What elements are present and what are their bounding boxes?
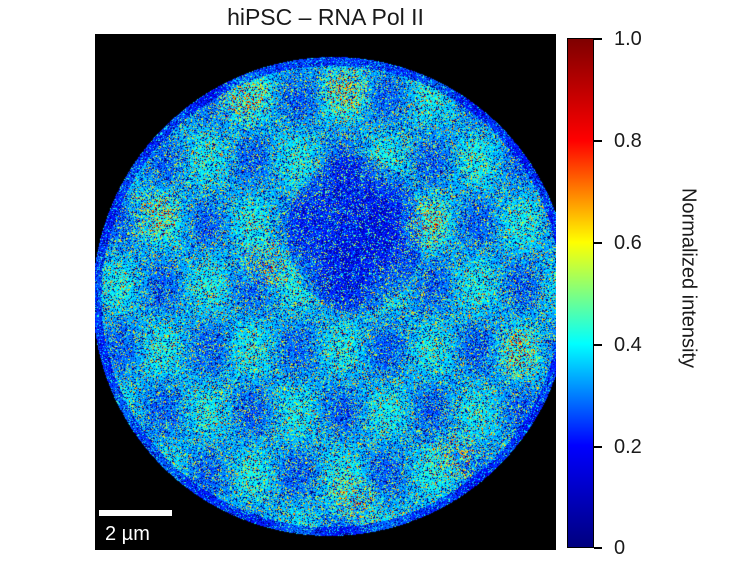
colorbar-tick-label: 0.2 [614,436,642,458]
colorbar-tick [594,547,602,549]
colorbar-tick [594,140,602,142]
colorbar-tick-label: 0.4 [614,334,642,356]
scale-bar-label: 2 µm [105,523,150,545]
colorbar-tick [594,446,602,448]
colorbar-tick-label: 0.8 [614,130,642,152]
colorbar-tick-label: 1.0 [614,28,642,50]
colorbar-tick-label: 0.6 [614,232,642,254]
figure-title: hiPSC – RNA Pol II [227,4,424,30]
colorbar-label: Normalized intensity [677,187,700,369]
microscopy-image: 2 µm [95,34,556,550]
colorbar-tick-label: 0 [614,537,626,559]
colorbar-tick [594,242,602,244]
nucleus-intensity-map [95,34,556,550]
colorbar-tick [594,344,602,346]
colorbar-tick [594,38,602,40]
colorbar [567,38,594,548]
scale-bar [99,510,172,516]
